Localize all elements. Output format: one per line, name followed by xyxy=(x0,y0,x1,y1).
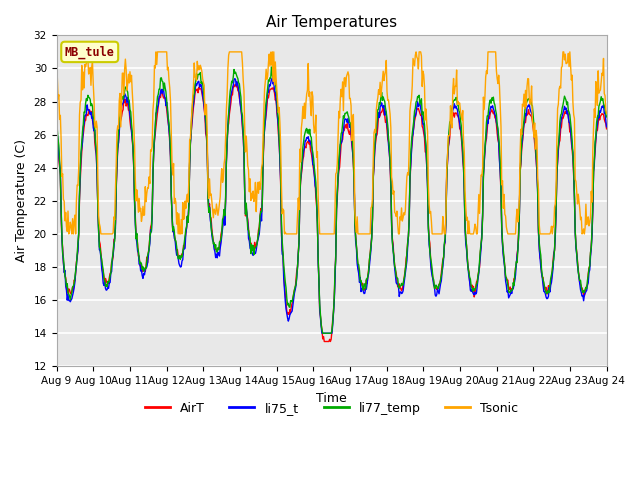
Tsonic xyxy=(63,224,70,229)
AirT xyxy=(63,285,70,290)
AirT xyxy=(119,107,127,112)
Tsonic xyxy=(52,91,60,97)
li75_t xyxy=(119,100,127,106)
AirT xyxy=(400,277,408,283)
Tsonic xyxy=(416,49,424,55)
Text: MB_tule: MB_tule xyxy=(65,45,115,59)
Y-axis label: Air Temperature (C): Air Temperature (C) xyxy=(15,139,28,263)
Title: Air Temperatures: Air Temperatures xyxy=(266,15,397,30)
li77_temp xyxy=(119,96,127,102)
X-axis label: Time: Time xyxy=(316,392,347,405)
Line: li77_temp: li77_temp xyxy=(56,67,607,333)
AirT xyxy=(204,188,212,194)
Tsonic xyxy=(400,210,408,216)
AirT xyxy=(232,81,239,87)
Line: Tsonic: Tsonic xyxy=(56,52,607,234)
li75_t xyxy=(400,282,408,288)
li75_t xyxy=(204,186,212,192)
li77_temp xyxy=(52,124,60,130)
li77_temp xyxy=(175,256,183,262)
li75_t xyxy=(416,101,424,107)
Tsonic xyxy=(603,110,611,116)
li77_temp xyxy=(603,114,611,120)
li77_temp xyxy=(416,102,424,108)
li75_t xyxy=(52,125,60,131)
AirT xyxy=(603,126,611,132)
li77_temp xyxy=(319,330,326,336)
AirT xyxy=(52,134,60,140)
Line: li75_t: li75_t xyxy=(56,79,607,333)
li75_t xyxy=(603,124,611,130)
li77_temp xyxy=(400,276,408,282)
li77_temp xyxy=(268,64,275,70)
AirT xyxy=(175,254,183,260)
li75_t xyxy=(318,330,326,336)
AirT xyxy=(321,338,328,344)
li77_temp xyxy=(63,284,70,289)
li77_temp xyxy=(204,197,212,203)
Tsonic xyxy=(120,92,128,97)
Legend: AirT, li75_t, li77_temp, Tsonic: AirT, li75_t, li77_temp, Tsonic xyxy=(140,396,524,420)
li75_t xyxy=(175,261,183,266)
li75_t xyxy=(63,288,70,293)
Line: AirT: AirT xyxy=(56,84,607,341)
Tsonic xyxy=(205,176,213,182)
li75_t xyxy=(231,76,239,82)
Tsonic xyxy=(177,231,184,237)
Tsonic xyxy=(65,231,72,237)
AirT xyxy=(416,110,424,116)
Tsonic xyxy=(152,49,160,55)
